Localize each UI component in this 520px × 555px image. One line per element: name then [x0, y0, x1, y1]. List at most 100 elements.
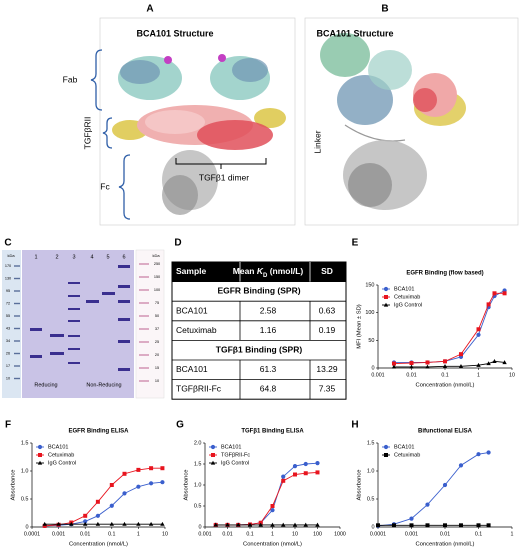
- brace: [102, 117, 113, 149]
- x-tick-label: 1000: [334, 531, 346, 537]
- marker: [122, 521, 127, 526]
- marker: [486, 302, 491, 307]
- y-tick-label: 0: [25, 524, 28, 530]
- ladder-band: [14, 315, 20, 317]
- x-tick-label: 10: [509, 372, 515, 378]
- legend-label: BCA101: [394, 444, 415, 450]
- ladder-band: [139, 341, 149, 343]
- table-cell: 64.8: [260, 384, 277, 394]
- marker: [476, 327, 481, 332]
- x-tick-label: 0.001: [371, 372, 384, 378]
- marker: [442, 482, 448, 488]
- series-line: [215, 462, 318, 526]
- table-cell: Cetuximab: [176, 325, 217, 335]
- table-cell: TGFβRII-Fc: [176, 384, 222, 394]
- series-line: [393, 290, 505, 363]
- marker: [56, 521, 61, 526]
- marker: [486, 450, 491, 455]
- marker: [458, 352, 463, 357]
- marker: [109, 521, 114, 526]
- marker: [391, 523, 396, 528]
- legend-label: BCA101: [394, 286, 415, 292]
- marker-label: 20: [155, 353, 159, 357]
- series-line: [44, 481, 163, 527]
- marker-label: 26: [6, 352, 10, 356]
- column-header: Mean KD (nmol/L): [233, 266, 304, 278]
- ladder-band: [139, 328, 149, 330]
- table-cell: 0.19: [319, 325, 336, 335]
- x-tick-label: 0.01: [80, 531, 90, 537]
- marker: [409, 361, 414, 366]
- marker: [458, 463, 464, 468]
- ladder-band: [14, 340, 20, 342]
- structure-image: [112, 54, 286, 215]
- structure-title: BCA101 Structure: [136, 28, 213, 38]
- marker: [122, 471, 127, 476]
- structure-label: Fc: [100, 181, 110, 191]
- marker: [409, 364, 414, 369]
- legend-marker: [383, 302, 389, 307]
- marker: [95, 513, 100, 518]
- marker: [160, 521, 165, 526]
- y-tick-label: 0.5: [367, 496, 375, 502]
- ladder-strip: [135, 249, 165, 399]
- panel-letter: D: [174, 238, 181, 249]
- marker-label: 15: [155, 366, 159, 370]
- marker: [376, 523, 380, 528]
- x-tick-label: 1: [271, 531, 274, 537]
- marker: [476, 452, 481, 457]
- legend-marker: [37, 460, 43, 465]
- marker-label: 50: [155, 314, 159, 318]
- marker: [136, 521, 141, 526]
- series-line: [44, 467, 163, 527]
- ladder-band: [139, 315, 149, 317]
- marker: [425, 360, 430, 365]
- marker: [391, 364, 397, 369]
- y-tick-label: 1.5: [194, 461, 202, 467]
- table-cell: 7.35: [319, 384, 336, 394]
- x-axis-label: Concentration (nmol/L): [243, 542, 302, 548]
- table-cell: 0.63: [319, 305, 336, 315]
- marker: [502, 291, 507, 296]
- marker: [42, 523, 47, 528]
- x-tick-label: 0.01: [440, 531, 450, 537]
- x-tick-label: 10: [162, 531, 168, 537]
- table-header: [172, 262, 346, 282]
- marker: [492, 291, 497, 296]
- ladder-band: [14, 365, 20, 367]
- column-header-part: Mean: [233, 266, 257, 276]
- x-tick-label: 100: [313, 531, 322, 537]
- marker: [258, 522, 263, 527]
- marker: [315, 522, 320, 527]
- column-header: Sample: [176, 266, 207, 276]
- lane-label: 1: [34, 254, 37, 260]
- marker: [391, 361, 396, 366]
- legend-label: BCA101: [48, 444, 69, 450]
- marker: [160, 480, 165, 485]
- marker: [476, 523, 481, 528]
- condition-label: Non-Reducing: [86, 382, 121, 388]
- marker: [95, 499, 100, 504]
- x-tick-label: 1: [477, 372, 480, 378]
- y-tick-label: 1.0: [194, 482, 202, 488]
- y-tick-label: 2.0: [194, 440, 202, 446]
- marker: [486, 523, 491, 528]
- marker: [83, 519, 88, 524]
- marker: [136, 484, 141, 489]
- x-tick-label: 0.01: [222, 531, 232, 537]
- marker: [492, 359, 497, 363]
- marker: [315, 461, 320, 466]
- legend-label: Cetuximab: [394, 452, 420, 458]
- marker-label: 25: [155, 340, 159, 344]
- marker-label: 72: [6, 302, 10, 306]
- lane-label: 3: [72, 254, 75, 260]
- marker: [476, 332, 481, 337]
- marker: [425, 523, 430, 528]
- marker: [292, 522, 298, 527]
- table-cell: 1.16: [260, 325, 277, 335]
- chart-title: EGFR Binding ELISA: [69, 429, 130, 435]
- legend-marker: [384, 453, 388, 457]
- y-axis-label: Absorbance: [357, 470, 363, 501]
- x-tick-label: 1: [511, 531, 514, 537]
